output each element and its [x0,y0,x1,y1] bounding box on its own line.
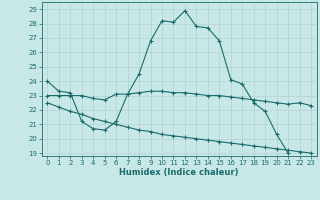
X-axis label: Humidex (Indice chaleur): Humidex (Indice chaleur) [119,168,239,177]
